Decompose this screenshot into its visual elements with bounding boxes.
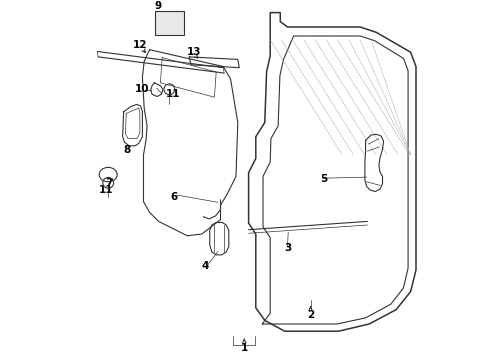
Text: 13: 13 xyxy=(187,47,201,57)
Text: 8: 8 xyxy=(123,145,130,156)
Text: 11: 11 xyxy=(99,185,114,195)
Text: 2: 2 xyxy=(307,310,314,320)
Text: 7: 7 xyxy=(105,178,113,188)
Text: 9: 9 xyxy=(154,1,161,12)
Text: 5: 5 xyxy=(320,174,328,184)
FancyBboxPatch shape xyxy=(155,11,184,35)
Text: 6: 6 xyxy=(170,192,177,202)
Text: 3: 3 xyxy=(285,243,292,253)
Text: 10: 10 xyxy=(135,84,149,94)
Text: 11: 11 xyxy=(166,89,180,99)
Text: 1: 1 xyxy=(241,343,248,354)
Text: 12: 12 xyxy=(133,40,147,50)
Text: 4: 4 xyxy=(202,261,209,271)
